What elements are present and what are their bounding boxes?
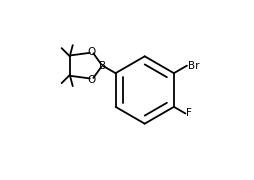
Text: B: B: [99, 61, 106, 71]
Text: O: O: [87, 75, 96, 85]
Text: O: O: [87, 47, 96, 57]
Text: Br: Br: [188, 61, 199, 71]
Text: F: F: [186, 109, 192, 118]
